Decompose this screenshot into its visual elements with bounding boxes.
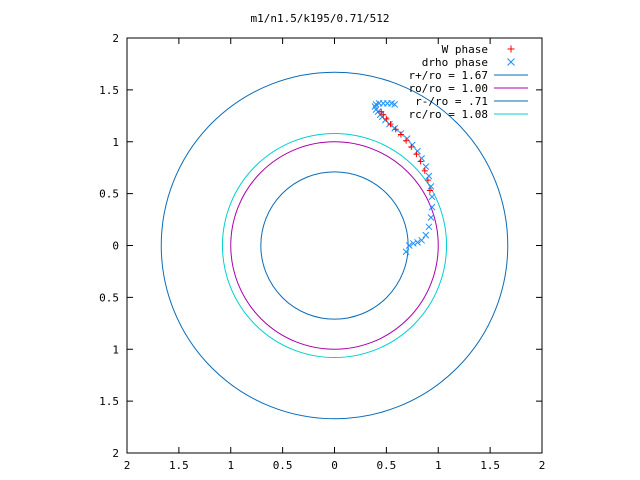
drho-phase-point: [425, 223, 433, 231]
x-tick-label: 1.5: [169, 459, 189, 472]
reference-circles: [160, 71, 509, 420]
drho-phase-point: [422, 231, 430, 239]
w-phase-point: [408, 143, 415, 150]
x-tick-label: 0.5: [273, 459, 293, 472]
drho-phase-point: [391, 101, 399, 108]
y-tick-label: 0: [112, 240, 119, 253]
reference-circle: [160, 71, 509, 420]
y-tick-label: 1.5: [99, 395, 119, 408]
w-phase-point: [424, 177, 431, 184]
drho-phase-point: [428, 203, 436, 211]
drho-phase-point: [371, 103, 379, 110]
x-tick-label: 1: [227, 459, 234, 472]
drho-phase-point: [418, 236, 426, 244]
y-tick-label: 0.5: [99, 291, 119, 304]
w-phase-point: [421, 167, 428, 174]
y-tick-label: 1: [112, 136, 119, 149]
w-phase-point: [403, 137, 410, 144]
w-phase-point: [380, 111, 387, 118]
reference-circle: [221, 132, 448, 359]
drho-phase-point: [405, 242, 413, 249]
legend-label: W phase: [442, 43, 488, 56]
chart-title: m1/n1.5/k195/0.71/512: [250, 12, 389, 25]
drho-phase-point: [391, 124, 399, 132]
data-points: [371, 100, 436, 256]
reference-circle: [260, 171, 409, 320]
x-tick-label: 0.5: [376, 459, 396, 472]
w-phase-point: [417, 158, 424, 165]
drho-phase-point: [425, 172, 433, 180]
legend-label: r+/ro = 1.67: [409, 69, 488, 82]
w-phase-point: [413, 151, 420, 158]
drho-phase-point: [418, 154, 426, 162]
legend-label: rc/ro = 1.08: [409, 108, 488, 121]
y-tick-label: 1.5: [99, 84, 119, 97]
w-phase-point: [378, 108, 385, 115]
x-tick-label: 0: [331, 459, 338, 472]
w-phase-point: [397, 131, 404, 138]
w-phase-point: [387, 121, 394, 128]
axes: 2 1.5 1 0.5 0 0.5 1 1.5 221.510.500.511.52: [99, 32, 545, 472]
legend-label: ro/ro = 1.00: [409, 82, 488, 95]
drho-phase-point: [402, 248, 410, 256]
x-tick-label: 1: [435, 459, 442, 472]
drho-phase-point: [428, 193, 436, 201]
y-tick-label: 2: [112, 447, 119, 460]
x-tick-label: 2: [539, 459, 546, 472]
y-tick-label: 1: [112, 343, 119, 356]
y-tick-label: 0.5: [99, 188, 119, 201]
drho-phase-point: [427, 183, 435, 190]
w-phase-point: [392, 126, 399, 133]
drho-phase-point: [422, 163, 430, 171]
drho-phase-point: [414, 239, 421, 246]
legend-marker-swatch: [507, 45, 515, 53]
drho-phase-point: [427, 214, 435, 221]
legend-label: r-/ro = .71: [415, 95, 488, 108]
w-phase-point: [426, 187, 433, 194]
drho-phase-point: [376, 111, 384, 119]
reference-circle: [230, 141, 439, 350]
x-tick-label: 1.5: [480, 459, 500, 472]
legend-marker-swatch: [507, 58, 515, 66]
x-tick-label: 2: [124, 459, 131, 472]
w-phase-point: [383, 115, 390, 122]
drho-phase-point: [414, 147, 421, 155]
drho-phase-point: [409, 240, 417, 247]
y-tick-label: 2: [112, 32, 119, 45]
legend-label: drho phase: [422, 56, 488, 69]
